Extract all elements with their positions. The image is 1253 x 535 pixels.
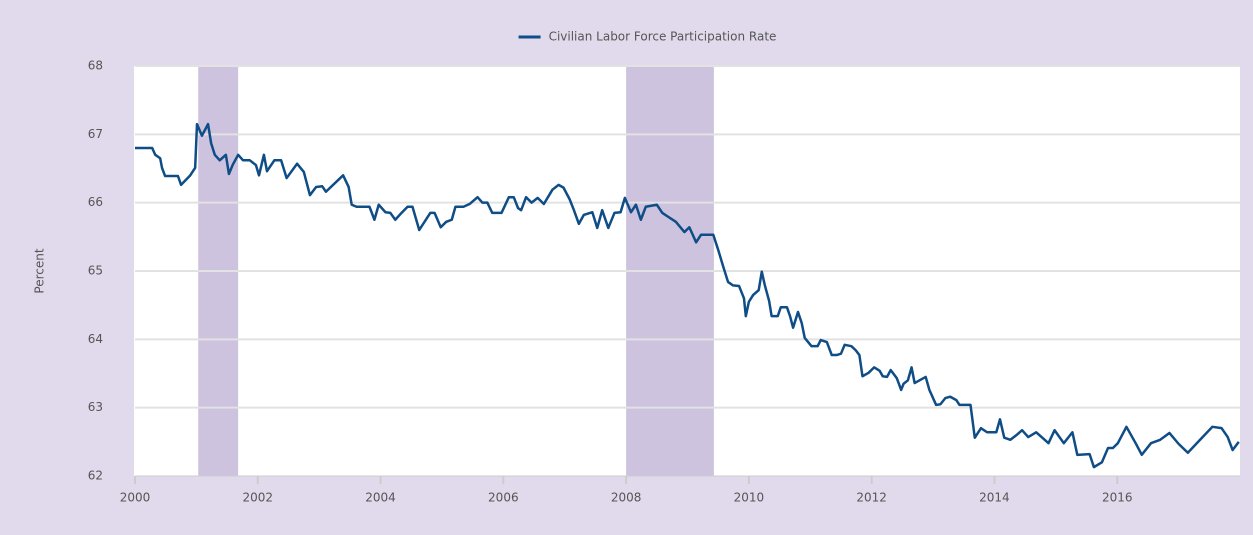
x-tick-label: 2014 <box>979 491 1010 505</box>
x-tick-label: 2008 <box>611 491 642 505</box>
y-tick-label: 67 <box>88 127 103 141</box>
x-tick-label: 2010 <box>734 491 765 505</box>
y-tick-label: 66 <box>88 195 103 209</box>
x-tick-label: 2006 <box>488 491 519 505</box>
x-tick-label: 2000 <box>120 491 151 505</box>
x-tick-label: 2016 <box>1102 491 1133 505</box>
legend-label: Civilian Labor Force Participation Rate <box>549 30 777 44</box>
y-tick-label: 64 <box>88 332 103 346</box>
y-axis-label: Percent <box>33 248 47 293</box>
data-line <box>135 122 1240 469</box>
y-tick-label: 63 <box>88 400 103 414</box>
x-tick-label: 2004 <box>365 491 396 505</box>
y-tick-label: 62 <box>88 469 103 483</box>
x-tick-label: 2012 <box>856 491 887 505</box>
y-tick-label: 68 <box>88 59 103 73</box>
y-tick-label: 65 <box>88 264 103 278</box>
x-tick-label: 2002 <box>243 491 274 505</box>
